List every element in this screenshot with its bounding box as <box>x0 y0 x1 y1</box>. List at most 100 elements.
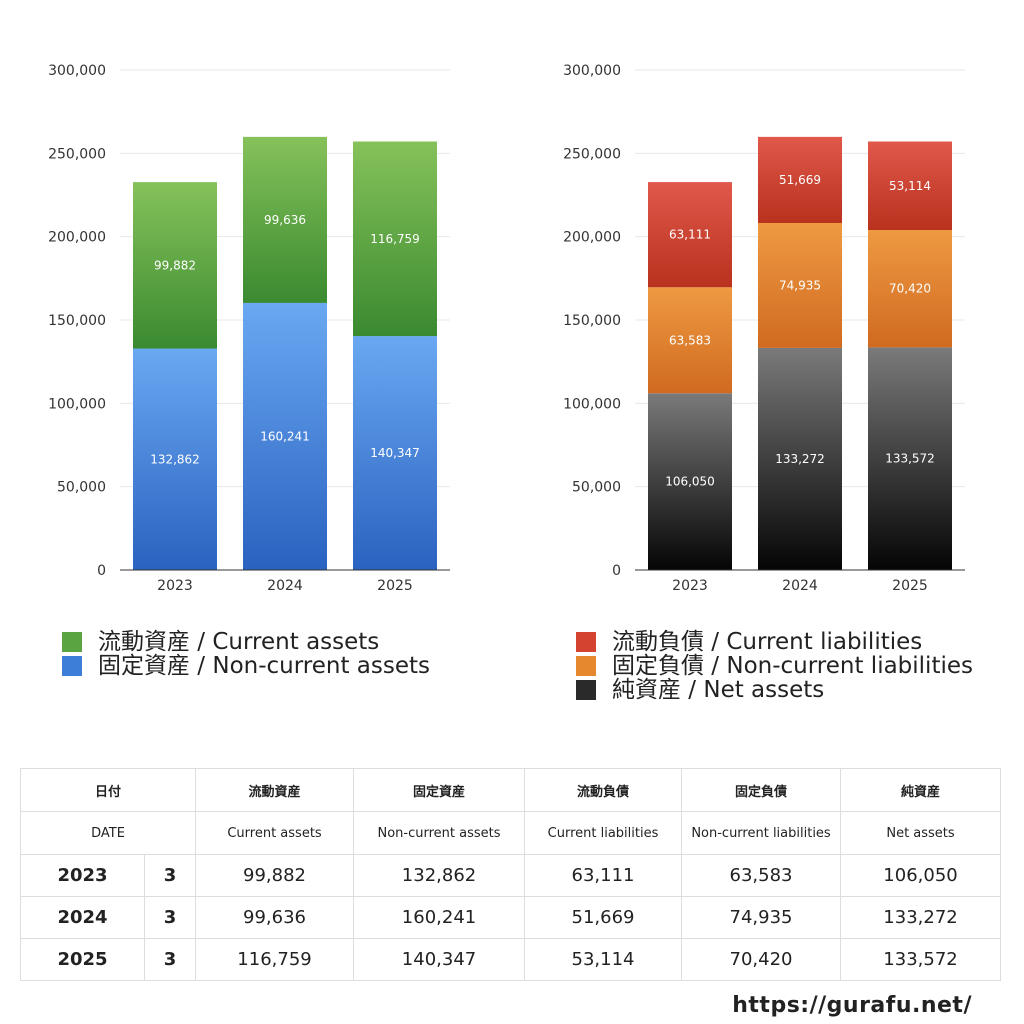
table-header-en: DATE Current assets Non-current assets C… <box>19 811 1002 855</box>
y-tick-label: 50,000 <box>57 480 106 496</box>
header-date-jp: 日付 <box>19 768 197 812</box>
x-tick-label: 2023 <box>157 578 193 594</box>
data-label: 51,669 <box>779 173 821 187</box>
header-current-assets-jp: 流動資産 <box>195 768 355 812</box>
data-label: 53,114 <box>889 179 931 193</box>
legend-label-non-current-assets: 固定資産 / Non-current assets <box>98 653 431 679</box>
y-tick-label: 200,000 <box>563 230 621 246</box>
table-row: 2025 3 116,759 140,347 53,114 70,420 133… <box>20 938 1002 981</box>
data-label: 74,935 <box>779 278 821 292</box>
bar-segment <box>648 182 732 288</box>
legend-label-non-current-liabilities: 固定負債 / Non-current liabilities <box>612 653 973 679</box>
data-label: 140,347 <box>370 446 420 460</box>
header-non-current-liabilities-en: Non-current liabilities <box>681 811 842 855</box>
header-non-current-liabilities-jp: 固定負債 <box>681 768 842 812</box>
legend-swatch-current-assets <box>62 632 82 652</box>
data-label: 63,583 <box>669 333 711 347</box>
row-month: 3 <box>143 938 197 981</box>
cell-current-liabilities: 53,114 <box>524 938 683 981</box>
row-year: 2024 <box>20 896 145 939</box>
bar-segment <box>868 347 952 570</box>
bar-segment <box>133 348 217 570</box>
cell-current-liabilities: 63,111 <box>524 854 683 897</box>
legend-item-non-current-assets: 固定資産 / Non-current assets <box>62 654 430 678</box>
cell-current-assets: 116,759 <box>195 938 355 981</box>
data-label: 132,862 <box>150 452 200 466</box>
header-current-liabilities-jp: 流動負債 <box>524 768 683 812</box>
legend-item-non-current-liabilities: 固定負債 / Non-current liabilities <box>576 654 973 678</box>
legend-label-current-assets: 流動資産 / Current assets <box>98 629 380 655</box>
bar-segment <box>758 222 842 348</box>
y-tick-label: 250,000 <box>563 146 621 162</box>
row-year: 2023 <box>20 854 145 897</box>
header-current-assets-en: Current assets <box>195 811 355 855</box>
assets-chart: 0 50,000 100,000 150,000 200,000 250,000 300,0… <box>48 63 450 594</box>
liabilities-legend: 流動負債 / Current liabilities 固定負債 / Non-cu… <box>576 630 973 702</box>
cell-non-current-liabilities: 74,935 <box>681 896 842 939</box>
table-row: 2023 3 99,882 132,862 63,111 63,583 106,… <box>20 854 1002 897</box>
site-url[interactable]: https://gurafu.net/ <box>732 993 972 1018</box>
y-tick-label: 150,000 <box>48 313 106 329</box>
row-month: 3 <box>143 896 197 939</box>
cell-net-assets: 133,572 <box>840 938 1002 981</box>
data-label: 160,241 <box>260 429 310 443</box>
y-tick-label: 300,000 <box>48 63 106 79</box>
header-net-assets-en: Net assets <box>840 811 1002 855</box>
bar-segment <box>648 287 732 394</box>
row-month: 3 <box>143 854 197 897</box>
data-label: 106,050 <box>665 475 715 489</box>
data-label: 63,111 <box>669 228 711 242</box>
x-tick-label: 2024 <box>267 578 303 594</box>
x-tick-label: 2025 <box>377 578 413 594</box>
bar-segment <box>758 347 842 570</box>
legend-item-current-assets: 流動資産 / Current assets <box>62 630 430 654</box>
legend-swatch-non-current-liabilities <box>576 656 596 676</box>
bar-segment <box>243 302 327 570</box>
bar-segment <box>133 182 217 349</box>
table-row: 2024 3 99,636 160,241 51,669 74,935 133,… <box>20 896 1002 939</box>
y-tick-label: 100,000 <box>563 396 621 412</box>
legend-label-net-assets: 純資産 / Net assets <box>612 677 825 703</box>
legend-swatch-non-current-assets <box>62 656 82 676</box>
bar-segment <box>868 141 952 231</box>
bar-segment <box>868 230 952 348</box>
data-label: 99,636 <box>264 213 306 227</box>
header-net-assets-jp: 純資産 <box>840 768 1002 812</box>
bar-segment <box>243 136 327 303</box>
table-header-jp: 日付 流動資産 固定資産 流動負債 固定負債 純資産 <box>19 768 1002 812</box>
cell-current-assets: 99,636 <box>195 896 355 939</box>
header-non-current-assets-jp: 固定資産 <box>353 768 526 812</box>
x-tick-label: 2024 <box>782 578 818 594</box>
y-tick-label: 250,000 <box>48 146 106 162</box>
y-tick-label: 150,000 <box>563 313 621 329</box>
header-non-current-assets-en: Non-current assets <box>353 811 526 855</box>
y-tick-label: 200,000 <box>48 230 106 246</box>
bar-segment <box>353 141 437 337</box>
legend-swatch-current-liabilities <box>576 632 596 652</box>
x-tick-label: 2025 <box>892 578 928 594</box>
cell-non-current-assets: 160,241 <box>353 896 526 939</box>
legend-swatch-net-assets <box>576 680 596 700</box>
legend-item-current-liabilities: 流動負債 / Current liabilities <box>576 630 973 654</box>
y-tick-label: 100,000 <box>48 396 106 412</box>
liabilities-chart: 0 50,000 100,000 150,000 200,000 250,000 300,0… <box>563 63 965 594</box>
cell-current-liabilities: 51,669 <box>524 896 683 939</box>
cell-current-assets: 99,882 <box>195 854 355 897</box>
cell-net-assets: 106,050 <box>840 854 1002 897</box>
y-tick-label: 300,000 <box>563 63 621 79</box>
header-current-liabilities-en: Current liabilities <box>524 811 683 855</box>
data-table-container: 日付 流動資産 固定資産 流動負債 固定負債 純資産 DATE Current … <box>19 768 1002 981</box>
data-table: 日付 流動資産 固定資産 流動負債 固定負債 純資産 DATE Current … <box>19 768 1002 981</box>
bar-segment <box>353 336 437 570</box>
data-label: 70,420 <box>889 282 931 296</box>
data-label: 99,882 <box>154 258 196 272</box>
bar-segment <box>758 136 842 223</box>
y-tick-label: 0 <box>612 563 621 579</box>
cell-non-current-liabilities: 63,583 <box>681 854 842 897</box>
cell-non-current-assets: 140,347 <box>353 938 526 981</box>
x-tick-label: 2023 <box>672 578 708 594</box>
row-year: 2025 <box>20 938 145 981</box>
cell-net-assets: 133,272 <box>840 896 1002 939</box>
legend-label-current-liabilities: 流動負債 / Current liabilities <box>612 629 923 655</box>
data-label: 133,272 <box>775 452 825 466</box>
